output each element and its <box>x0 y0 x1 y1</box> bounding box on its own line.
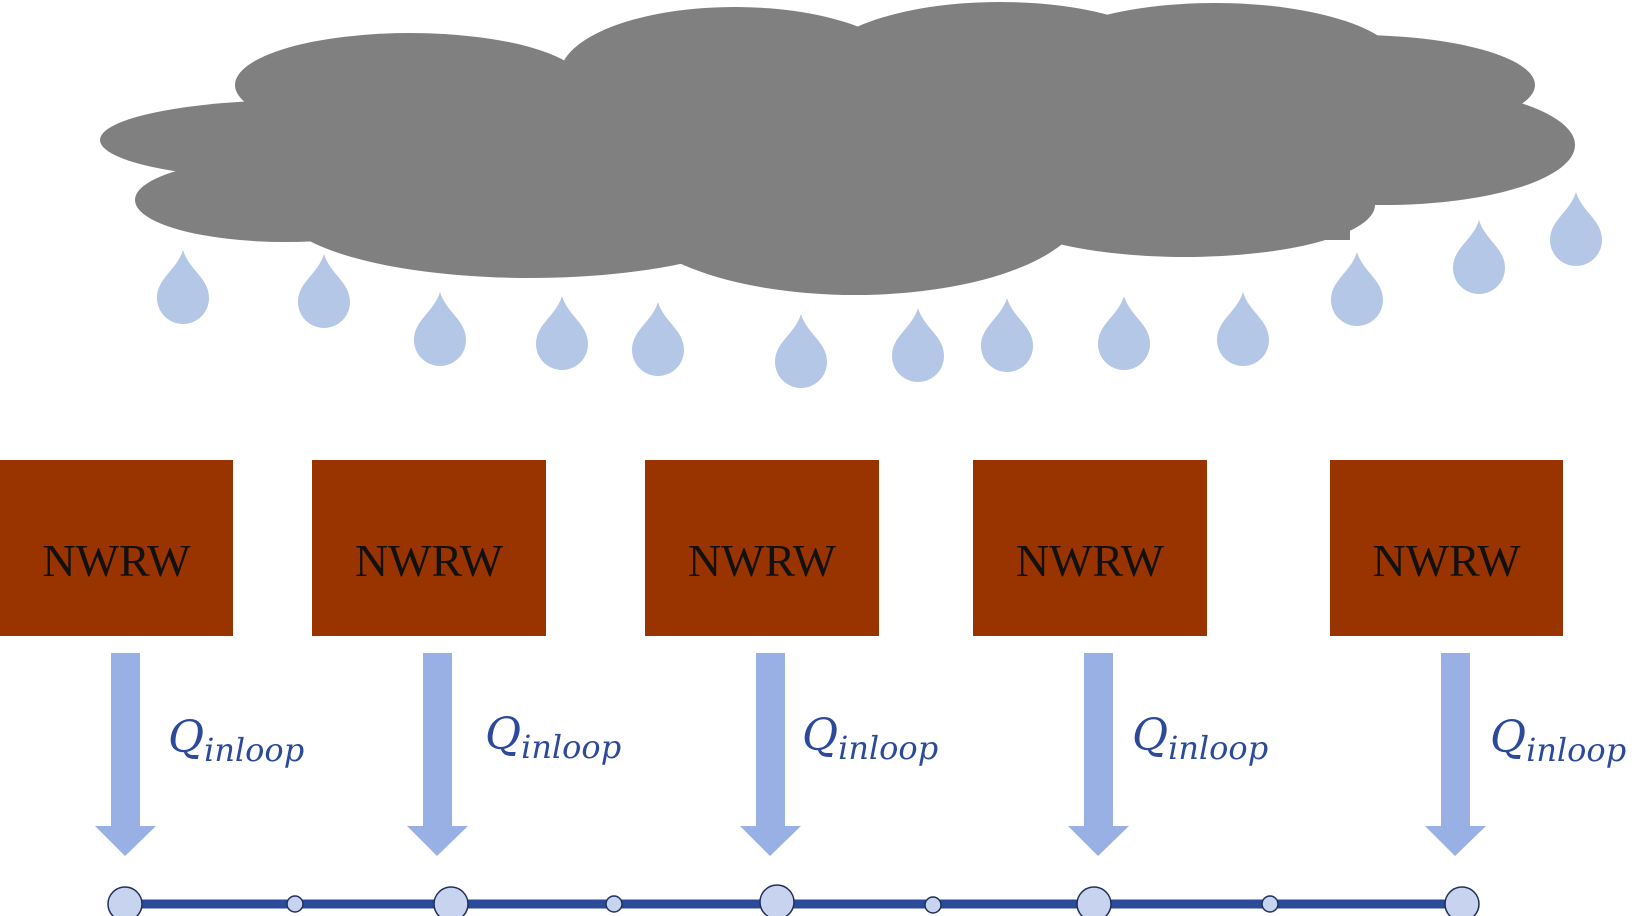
nwrw-box-label: NWRW <box>355 535 504 586</box>
nwrw-box-4: NWRW <box>973 460 1207 636</box>
inflow-arrows <box>95 653 1486 856</box>
nwrw-box-2: NWRW <box>312 460 546 636</box>
network-node <box>759 884 795 916</box>
inflow-label-5: Qinloop <box>1490 712 1626 769</box>
raindrop-icon <box>981 298 1033 372</box>
nwrw-box-3: NWRW <box>645 460 879 636</box>
network-node <box>1444 886 1480 916</box>
cloud-icon <box>100 2 1575 295</box>
network-node <box>433 886 469 916</box>
network-node <box>1076 886 1112 916</box>
raindrops <box>157 192 1602 388</box>
network-node-small <box>1261 895 1279 913</box>
raindrop-icon <box>298 254 350 328</box>
nwrw-box-5: NWRW <box>1330 460 1563 636</box>
nwrw-box-label: NWRW <box>688 535 837 586</box>
inflow-label-2: Qinloop <box>485 709 621 766</box>
inflow-arrow-3 <box>740 653 801 856</box>
raindrop-icon <box>536 296 588 370</box>
sewer-network <box>107 884 1480 916</box>
inflow-label-1: Qinloop <box>168 712 304 769</box>
inflow-label-3: Qinloop <box>802 710 938 767</box>
nwrw-box-1: NWRW <box>0 460 233 636</box>
raindrop-icon <box>775 314 827 388</box>
inflow-label-4: Qinloop <box>1132 710 1268 767</box>
raindrop-icon <box>1331 252 1383 326</box>
raindrop-icon <box>414 292 466 366</box>
inflow-labels: Qinloop Qinloop Qinloop Qinloop Qinloop <box>168 709 1626 769</box>
raindrop-icon <box>892 308 944 382</box>
raindrop-icon <box>1098 296 1150 370</box>
raindrop-icon <box>1453 220 1505 294</box>
network-node <box>107 886 143 916</box>
raindrop-icon <box>1550 192 1602 266</box>
inflow-arrow-5 <box>1425 653 1486 856</box>
inflow-arrow-1 <box>95 653 156 856</box>
nwrw-box-label: NWRW <box>1372 535 1521 586</box>
network-node-small <box>605 895 623 913</box>
network-node-small <box>924 896 942 914</box>
raindrop-icon <box>1217 292 1269 366</box>
nwrw-boxes: NWRW NWRW NWRW NWRW NWRW <box>0 460 1563 636</box>
inflow-arrow-2 <box>407 653 468 856</box>
raindrop-icon <box>632 302 684 376</box>
raindrop-icon <box>157 250 209 324</box>
inflow-arrow-4 <box>1068 653 1129 856</box>
nwrw-box-label: NWRW <box>42 535 191 586</box>
network-node-small <box>286 895 304 913</box>
nwrw-box-label: NWRW <box>1016 535 1165 586</box>
